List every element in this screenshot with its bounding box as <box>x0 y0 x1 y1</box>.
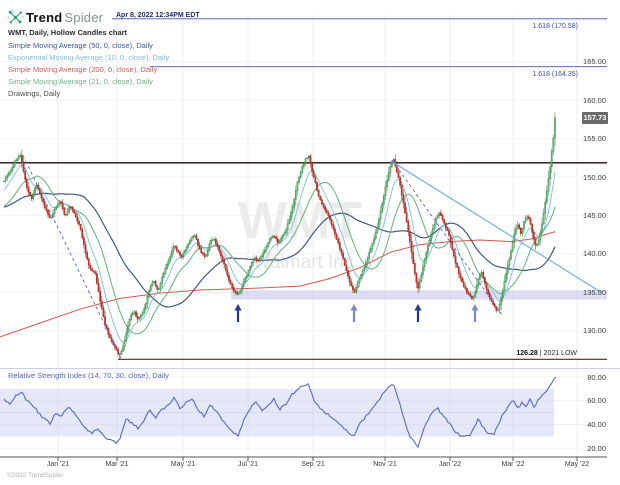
price-axis-label: 160.00 <box>583 95 606 105</box>
fib-extension-label-1[interactable]: 1.618 (170.58) <box>532 23 578 30</box>
time-axis-label: May '21 <box>170 461 196 468</box>
sma200-line <box>0 231 556 338</box>
copyright-text: ©2022 TrendSpider <box>7 472 64 479</box>
rsi-axis-label: 20.00 <box>587 443 606 453</box>
price-axis-label: 140.00 <box>583 249 606 259</box>
up-arrow-2[interactable] <box>350 304 358 322</box>
time-axis-label: Jan '22 <box>438 461 462 468</box>
price-axis-label: 145.00 <box>583 210 606 220</box>
downtrend-line[interactable] <box>391 161 602 293</box>
time-axis-label: May '22 <box>564 461 590 468</box>
legend-item-ema10[interactable]: Exponential Moving Average (10, 0, close… <box>8 53 170 62</box>
year-low-text: | 2021 LOW <box>539 350 577 357</box>
price-axis-label: 135.00 <box>583 287 606 297</box>
watermark-company: Walmart Inc <box>253 252 354 273</box>
logo-text-spider: Spider <box>64 9 104 25</box>
dashed-decline-line-1[interactable] <box>22 155 122 359</box>
year-low-value: 126.28 <box>516 350 538 357</box>
time-axis-label: Mar '21 <box>105 461 129 468</box>
time-axis-label: Jul '21 <box>237 461 258 468</box>
time-axis-label: Jan '21 <box>46 461 70 468</box>
time-axis-label: Nov '21 <box>373 461 397 468</box>
chart-timestamp: Apr 8, 2022 12:34PM EDT <box>116 12 200 19</box>
up-arrow-4[interactable] <box>471 304 479 322</box>
sma50-line <box>3 192 556 308</box>
legend-item-rsi[interactable]: Relative Strength Index (14, 70, 30, clo… <box>8 371 169 380</box>
price-axis-label: 165.00 <box>583 57 606 67</box>
up-arrow-3[interactable] <box>414 304 422 322</box>
dashed-decline-line-2[interactable] <box>391 159 504 317</box>
price-axis-label: 130.00 <box>583 326 606 336</box>
chart-title: WMT, Daily, Hollow Candles chart <box>8 28 128 37</box>
rsi-line <box>3 376 557 449</box>
legend-item-sma200[interactable]: Simple Moving Average (200, 0, close), D… <box>8 65 158 74</box>
rsi-axis-label: 80.00 <box>587 372 606 382</box>
legend-item-sma21[interactable]: Simple Moving Average (21, 0, close), Da… <box>8 77 153 86</box>
price-axis-label: 150.00 <box>583 172 606 182</box>
time-axis-label: Sep '21 <box>301 461 325 468</box>
time-axis-label: Mar '22 <box>501 461 525 468</box>
trendspider-logo-icon <box>7 9 24 24</box>
trendspider-logo[interactable]: Trend Spider <box>7 8 103 26</box>
fib-extension-label-2[interactable]: 1.618 (164.35) <box>532 71 578 78</box>
rsi-axis-label: 40.00 <box>587 419 606 429</box>
rsi-axis-label: 60.00 <box>587 396 606 406</box>
year-low-label: 126.28 | 2021 LOW <box>516 350 577 357</box>
sma21-line <box>3 175 556 335</box>
legend-item-drawings[interactable]: Drawings, Daily <box>8 89 61 98</box>
up-arrow-1[interactable] <box>234 304 242 322</box>
support-zone-band <box>231 290 607 300</box>
price-axis-label: 155.00 <box>583 134 606 144</box>
logo-text-trend: Trend <box>26 9 63 25</box>
legend-item-sma50[interactable]: Simple Moving Average (50, 0, close), Da… <box>8 41 153 50</box>
candles-layer <box>3 112 556 360</box>
last-price-badge: 157.73 <box>582 112 608 124</box>
